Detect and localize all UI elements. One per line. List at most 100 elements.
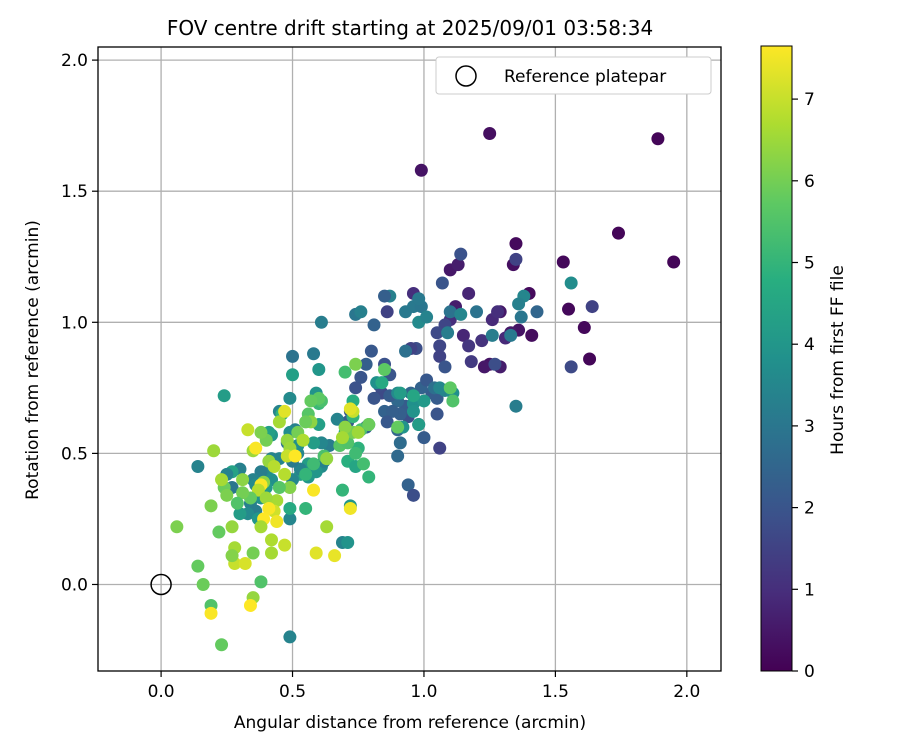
- data-point: [483, 127, 497, 141]
- data-point: [391, 420, 405, 434]
- data-point: [312, 362, 326, 376]
- data-point: [362, 470, 376, 484]
- data-point: [433, 441, 447, 455]
- legend: Reference platepar: [435, 56, 712, 95]
- colorbar-tick-label: 4: [804, 335, 815, 355]
- legend-open-circle-icon: [455, 65, 477, 87]
- data-point: [441, 326, 455, 340]
- data-point: [283, 480, 297, 494]
- legend-entry: Reference platepar: [504, 67, 666, 87]
- data-point: [314, 315, 328, 329]
- colorbar-ticks: 0 1 2 3 4 5 6 7: [792, 90, 815, 682]
- data-point: [359, 357, 373, 371]
- data-point: [343, 501, 357, 515]
- data-point: [406, 488, 420, 502]
- data-point: [343, 402, 357, 416]
- data-point: [307, 483, 321, 497]
- data-point: [362, 418, 376, 432]
- data-point: [562, 302, 576, 316]
- data-point: [412, 418, 426, 432]
- data-point: [264, 546, 278, 560]
- data-point: [299, 415, 313, 429]
- data-point: [264, 533, 278, 547]
- data-point: [446, 394, 460, 408]
- data-point: [462, 286, 476, 300]
- data-point: [254, 425, 268, 439]
- data-point: [338, 365, 352, 379]
- data-point: [577, 321, 591, 335]
- data-point: [475, 334, 489, 348]
- colorbar-tick-label: 6: [804, 172, 815, 192]
- data-point: [443, 381, 457, 395]
- data-point: [278, 404, 292, 418]
- data-point: [512, 297, 526, 311]
- x-tick-label: 0.5: [279, 682, 306, 702]
- data-point: [364, 344, 378, 358]
- data-point: [420, 310, 434, 324]
- data-point: [438, 360, 452, 374]
- data-point: [299, 467, 313, 481]
- reference-marker: [150, 573, 172, 596]
- data-point: [225, 520, 239, 534]
- data-point: [230, 496, 244, 510]
- data-point: [320, 520, 334, 534]
- data-point: [667, 255, 681, 269]
- colorbar-tick-label: 7: [804, 90, 815, 110]
- data-point: [454, 247, 468, 261]
- data-point: [309, 546, 323, 560]
- colorbar-gradient: [760, 45, 793, 672]
- data-point: [196, 577, 210, 591]
- data-point: [335, 483, 349, 497]
- plot-area-frame: [97, 46, 722, 672]
- data-point: [485, 328, 499, 342]
- data-point: [435, 276, 449, 290]
- data-point: [238, 557, 252, 571]
- data-point: [283, 630, 297, 644]
- data-point: [412, 292, 426, 306]
- data-point: [530, 305, 544, 319]
- data-point: [299, 501, 313, 515]
- data-point: [267, 459, 281, 473]
- data-point: [236, 473, 250, 487]
- data-point: [236, 486, 250, 500]
- data-point: [509, 237, 523, 251]
- data-point: [220, 488, 234, 502]
- data-point: [304, 394, 318, 408]
- data-point: [509, 252, 523, 266]
- data-point: [335, 431, 349, 445]
- y-tick-label: 2.0: [61, 51, 88, 71]
- data-point: [399, 344, 413, 358]
- data-point: [341, 536, 355, 550]
- data-point: [283, 501, 297, 515]
- colorbar-tick-label: 0: [804, 662, 815, 682]
- data-point: [367, 391, 381, 405]
- data-point: [270, 494, 284, 508]
- y-tick-label: 1.0: [61, 313, 88, 333]
- data-point: [349, 357, 363, 371]
- data-point: [351, 425, 365, 439]
- data-point: [254, 575, 268, 589]
- data-point: [212, 525, 226, 539]
- x-tick-label: 2.0: [673, 682, 700, 702]
- data-point: [406, 404, 420, 418]
- data-point: [320, 452, 334, 466]
- data-point: [330, 412, 344, 426]
- data-point: [283, 512, 297, 526]
- data-point: [286, 349, 300, 363]
- data-point: [385, 404, 399, 418]
- data-point: [367, 318, 381, 332]
- data-point: [451, 258, 465, 272]
- data-point: [243, 598, 257, 612]
- data-point: [585, 300, 599, 314]
- data-point: [278, 467, 292, 481]
- data-point: [278, 538, 292, 552]
- chart-title: FOV centre drift starting at 2025/09/01 …: [167, 16, 653, 40]
- data-point: [204, 606, 218, 620]
- reference-point: [150, 573, 172, 596]
- x-tick-label: 0.0: [148, 682, 175, 702]
- y-tick-label: 0.0: [61, 575, 88, 595]
- data-point: [611, 226, 625, 240]
- y-tick-label: 1.5: [61, 182, 88, 202]
- data-point: [393, 386, 407, 400]
